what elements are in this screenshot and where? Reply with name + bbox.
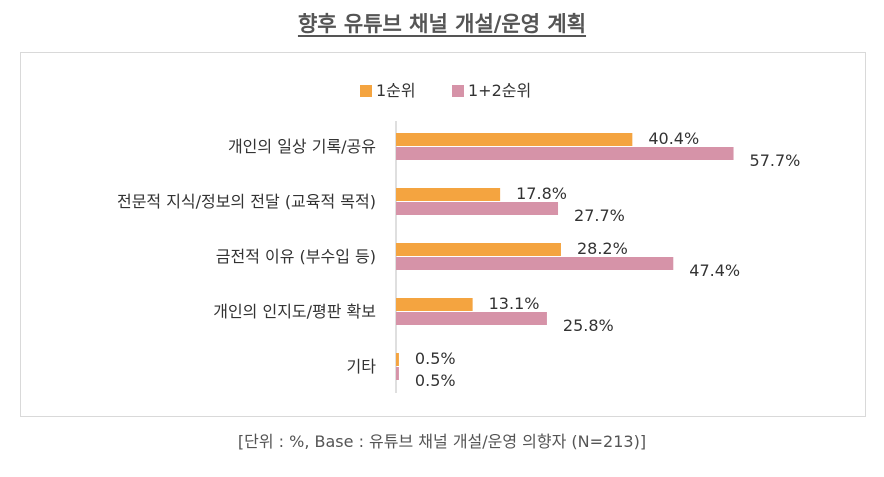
bar-rank1-2 bbox=[396, 312, 547, 325]
data-label: 27.7% bbox=[574, 206, 625, 225]
data-label: 0.5% bbox=[415, 349, 456, 368]
category-label: 금전적 이유 (부수입 등) bbox=[216, 247, 376, 266]
legend-label-2: 1+2순위 bbox=[468, 81, 531, 100]
data-label: 25.8% bbox=[563, 316, 614, 335]
data-label: 40.4% bbox=[648, 129, 699, 148]
data-label: 57.7% bbox=[750, 151, 801, 170]
bar-rank1 bbox=[396, 298, 473, 311]
category-label: 개인의 인지도/평판 확보 bbox=[213, 302, 376, 321]
legend-swatch-2 bbox=[452, 85, 464, 97]
bar-rank1 bbox=[396, 188, 501, 201]
bar-rank1-2 bbox=[396, 257, 674, 270]
bar-rank1-2 bbox=[396, 202, 559, 215]
data-label: 28.2% bbox=[577, 239, 628, 258]
chart-title: 향후 유튜브 채널 개설/운영 계획 bbox=[297, 12, 587, 36]
data-label: 47.4% bbox=[689, 261, 740, 280]
bar-rank1-2 bbox=[396, 147, 734, 160]
chart-footnote: [단위 : %, Base : 유튜브 채널 개설/운영 의향자 (N=213)… bbox=[237, 432, 647, 451]
category-label: 전문적 지식/정보의 전달 (교육적 목적) bbox=[117, 192, 376, 211]
data-label: 0.5% bbox=[415, 371, 456, 390]
bar-rank1-2 bbox=[396, 367, 399, 380]
bar-rank1 bbox=[396, 243, 561, 256]
data-label: 13.1% bbox=[489, 294, 540, 313]
category-label: 기타 bbox=[347, 357, 377, 376]
legend-swatch-1 bbox=[360, 85, 372, 97]
bar-rank1 bbox=[396, 353, 399, 366]
data-label: 17.8% bbox=[516, 184, 567, 203]
category-label: 개인의 일상 기록/공유 bbox=[228, 137, 376, 156]
legend-label-1: 1순위 bbox=[376, 81, 416, 100]
bar-rank1 bbox=[396, 133, 633, 146]
